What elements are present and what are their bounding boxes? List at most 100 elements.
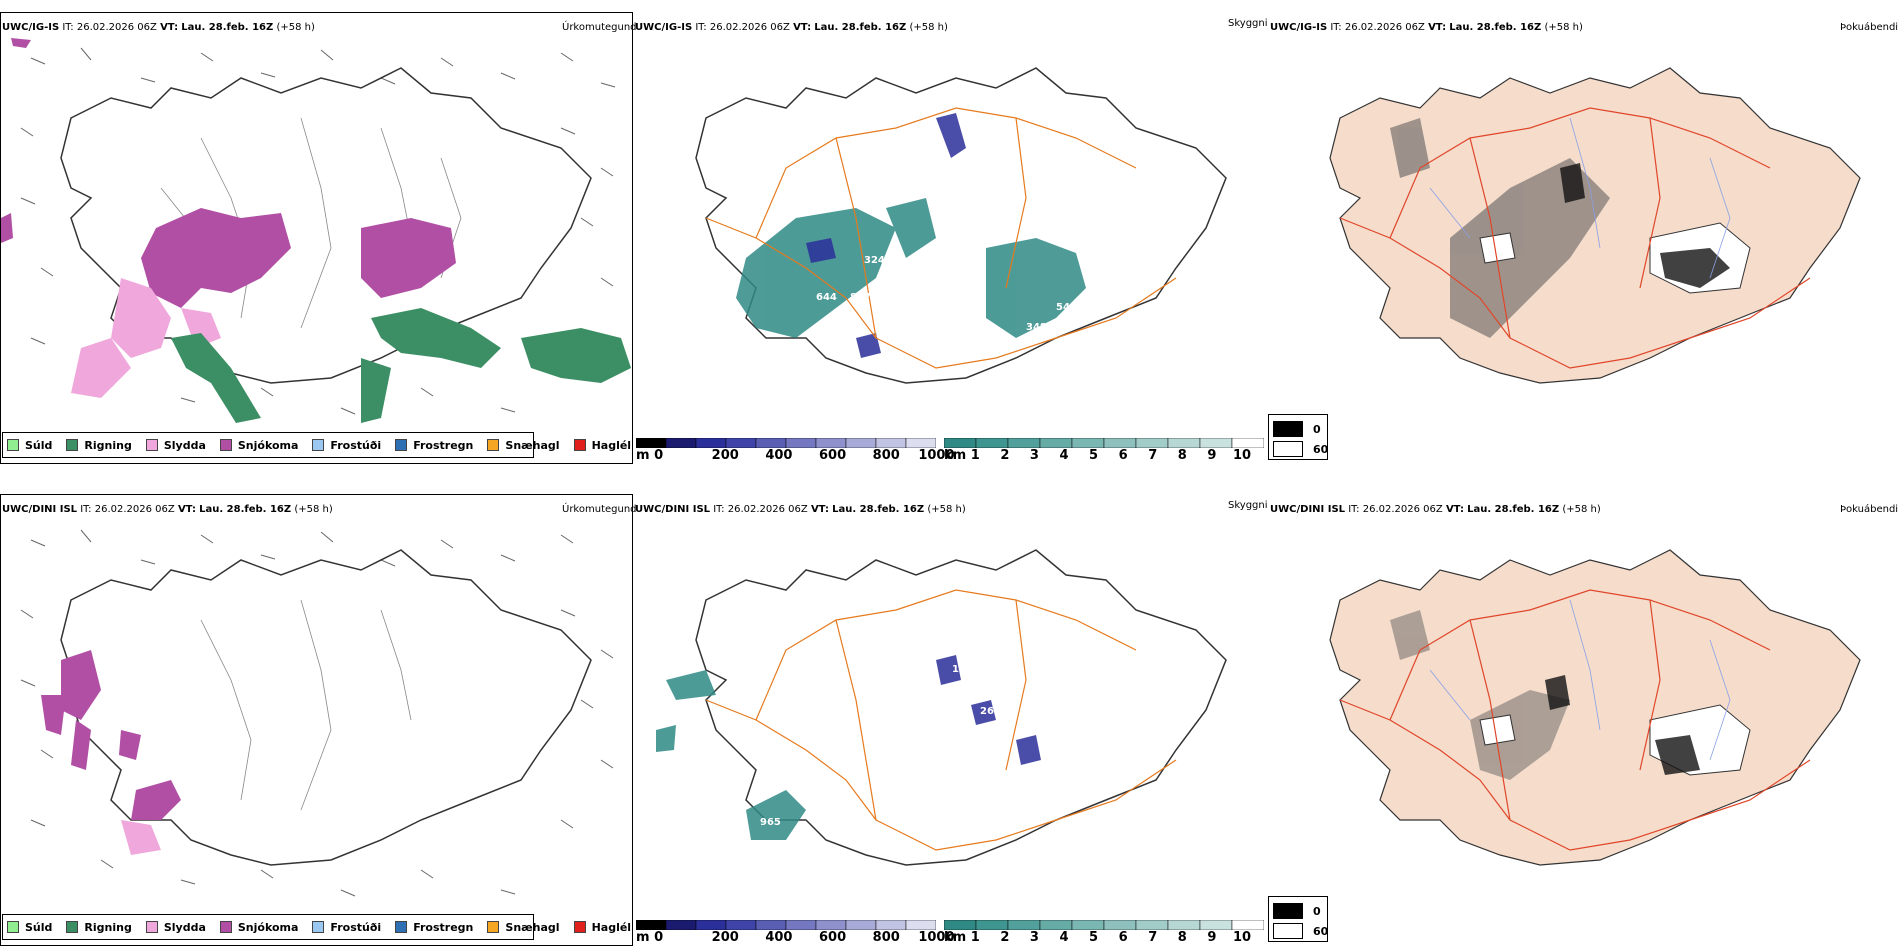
legend-swatch (7, 439, 19, 451)
iceland-land (1329, 67, 1861, 384)
fog-shading (1390, 610, 1570, 780)
svg-text:173: 173 (952, 664, 973, 675)
legend-item: Rigning (66, 921, 132, 934)
svg-text:644: 644 (816, 292, 837, 303)
vis-type-label-top: Skyggni (1228, 18, 1268, 29)
precip-legend-top: Súld Rigning Slydda Snjókoma Frostúði Fr… (2, 432, 631, 458)
sleet-area (71, 278, 221, 398)
legend-item: Súld (7, 921, 52, 934)
iceland-coast (695, 549, 1227, 866)
legend-swatch (312, 921, 325, 933)
precip-title-top: UWC/IG-IS IT: 26.02.2026 06Z VT: Lau. 28… (2, 22, 315, 33)
rain-area (171, 308, 631, 423)
legend-item: Frostúði (312, 439, 381, 452)
fog-type-label-bottom: Þokuábendi (1840, 504, 1899, 515)
vis-type-label-bottom: Skyggni (1228, 500, 1268, 511)
precip-type-label-bottom: Úrkomutegund (562, 504, 637, 515)
vis-title-top: UWC/IG-IS IT: 26.02.2026 06Z VT: Lau. 28… (635, 22, 948, 33)
wind-barbs (20, 529, 614, 897)
fog-title-top: UWC/IG-IS IT: 26.02.2026 06Z VT: Lau. 28… (1270, 22, 1583, 33)
fog-dark (1560, 163, 1730, 288)
vis-value-labels: 173 260 105 965 (760, 664, 1001, 828)
cloud-legend-item: 0 (1273, 903, 1321, 919)
svg-text:546: 546 (1056, 302, 1077, 313)
legend-item: Súld (7, 439, 52, 452)
legend-item: Slydda (145, 921, 206, 934)
precip-type-label-top: Úrkomutegund (562, 22, 637, 33)
precip-title-bottom: UWC/DINI ISL IT: 26.02.2026 06Z VT: Lau.… (2, 504, 333, 515)
roads (705, 107, 1177, 369)
vis-map-top: 324 644 847 729 852 348 546 993 (695, 67, 1227, 384)
snow-area (1, 38, 456, 308)
fog-type-label-top: Þokuábendi (1840, 22, 1899, 33)
fog-area (656, 670, 806, 840)
svg-text:965: 965 (760, 817, 781, 828)
wind-barbs (20, 47, 616, 415)
iceland-coast (695, 67, 1227, 384)
legend-item: Frostregn (395, 921, 473, 934)
vis-value-labels: 324 644 847 729 852 348 546 993 (816, 255, 1077, 341)
svg-text:348: 348 (1026, 322, 1047, 333)
precip-panel-bottom (0, 494, 633, 946)
precip-map-top (1, 38, 631, 423)
colorbar-m-ticks-top: m 0 200 400 600 800 1000 (636, 448, 955, 463)
cloud-swatch (1273, 923, 1303, 939)
fog-area (736, 198, 1086, 338)
svg-text:993: 993 (1038, 328, 1059, 339)
roads (1339, 107, 1811, 369)
cloud-legend-item: 0 (1273, 421, 1321, 437)
precip-map-bottom (20, 529, 614, 897)
rivers (200, 599, 412, 811)
legend-swatch (7, 921, 19, 933)
iceland-land (1329, 549, 1861, 866)
legend-item: Frostúði (312, 921, 381, 934)
legend-item: Snjókoma (219, 439, 298, 452)
legend-swatch (219, 921, 232, 933)
fog-map-top (1329, 67, 1861, 384)
svg-text:260: 260 (980, 706, 1001, 717)
cloud-swatch (1273, 441, 1303, 457)
colorbar-m-top (636, 438, 936, 448)
vis-map-bottom: 173 260 105 965 (656, 549, 1227, 866)
low-cloud-area (936, 655, 1041, 765)
vis-title-bottom: UWC/DINI ISL IT: 26.02.2026 06Z VT: Lau.… (635, 504, 966, 515)
cloud-swatch (1273, 903, 1303, 919)
colorbar-km-ticks-bottom: km 1 2 3 4 5 6 7 8 9 10 (944, 930, 1252, 945)
fog-shading (1390, 118, 1610, 338)
fog-dark (1545, 675, 1700, 775)
legend-swatch (66, 439, 79, 451)
legend-swatch (219, 439, 232, 451)
legend-swatch (573, 921, 586, 933)
cloud-legend-bottom: 0 60 (1268, 896, 1328, 942)
legend-swatch (312, 439, 325, 451)
svg-text:729: 729 (890, 285, 911, 296)
legend-item: Haglél (573, 921, 631, 934)
cloud-legend-item: 60 (1273, 923, 1328, 939)
legend-item: Snæhagl (487, 439, 560, 452)
legend-item: Haglél (573, 439, 631, 452)
snow-area (41, 650, 181, 820)
legend-swatch (487, 439, 500, 451)
legend-item: Snjókoma (219, 921, 298, 934)
legend-swatch (573, 439, 586, 451)
legend-swatch (145, 439, 158, 451)
roads (1339, 589, 1811, 851)
svg-text:847: 847 (850, 292, 871, 303)
cloud-legend-item: 60 (1273, 441, 1328, 457)
iceland-coast (60, 67, 592, 384)
legend-swatch (395, 439, 408, 451)
precip-legend-bottom: Súld Rigning Slydda Snjókoma Frostúði Fr… (2, 914, 631, 940)
legend-item: Snæhagl (487, 921, 560, 934)
colorbar-km-top (944, 438, 1264, 448)
legend-swatch (487, 921, 500, 933)
colorbar-km-ticks-top: km 1 2 3 4 5 6 7 8 9 10 (944, 448, 1252, 463)
colorbar-m-ticks-bottom: m 0 200 400 600 800 1000 (636, 930, 955, 945)
fog-title-bottom: UWC/DINI ISL IT: 26.02.2026 06Z VT: Lau.… (1270, 504, 1601, 515)
colorbar-m-bottom (636, 920, 936, 930)
colorbar-km-bottom (944, 920, 1264, 930)
rivers (1429, 117, 1731, 279)
precip-panel-top (0, 12, 633, 464)
svg-text:324: 324 (864, 255, 885, 266)
low-cloud-area (806, 113, 966, 358)
fog-map-bottom (1329, 549, 1861, 866)
